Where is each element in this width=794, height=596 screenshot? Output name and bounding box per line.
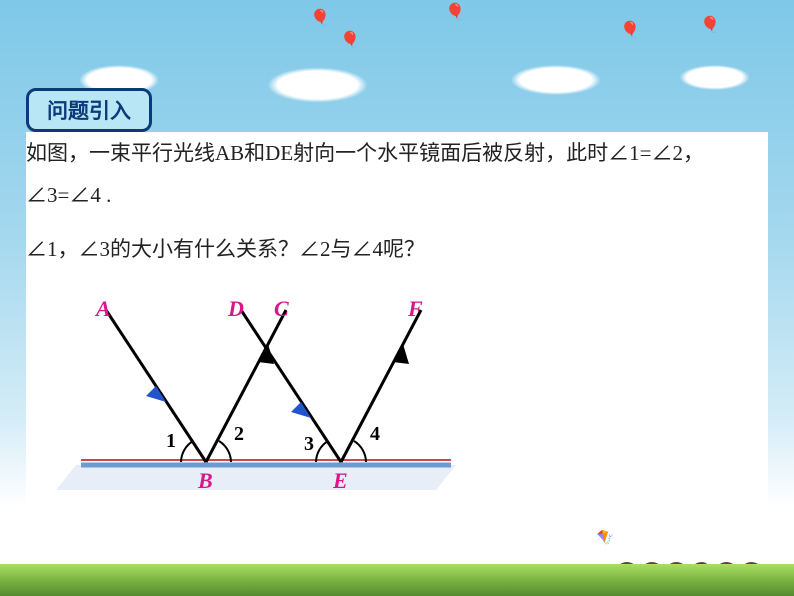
point-label-d: D bbox=[228, 296, 244, 322]
grass-footer bbox=[0, 564, 794, 596]
angle-label-4: 4 bbox=[370, 423, 380, 446]
angle-1-arc bbox=[181, 441, 193, 462]
balloon: 🎈 bbox=[620, 20, 640, 40]
ray-ef bbox=[341, 310, 421, 462]
point-label-e: E bbox=[333, 468, 348, 494]
point-label-a: A bbox=[96, 296, 111, 322]
content-area: 如图，一束平行光线AB和DE射向一个水平镜面后被反射，此时∠1=∠2， ∠3=∠… bbox=[26, 132, 768, 532]
angle-4-arc bbox=[354, 441, 366, 462]
problem-text-2: ∠1，∠3的大小有什么关系？∠2与∠4呢？ bbox=[26, 228, 768, 270]
kite-decoration: 🪁 bbox=[597, 529, 614, 546]
balloon: 🎈 bbox=[340, 30, 360, 50]
mirror-surface bbox=[56, 465, 456, 490]
angle-label-3: 3 bbox=[304, 433, 314, 456]
balloon: 🎈 bbox=[700, 15, 720, 35]
angle-label-1: 1 bbox=[166, 430, 176, 453]
section-title: 问题引入 bbox=[47, 100, 131, 123]
angle-label-2: 2 bbox=[234, 423, 244, 446]
section-title-tab: 问题引入 bbox=[26, 88, 152, 132]
ray-bc bbox=[206, 310, 286, 462]
point-label-c: C bbox=[274, 296, 289, 322]
balloon: 🎈 bbox=[310, 8, 330, 28]
geometry-diagram: A D C F B E 1 2 3 4 bbox=[26, 290, 506, 510]
problem-text-1: 如图，一束平行光线AB和DE射向一个水平镜面后被反射，此时∠1=∠2， ∠3=∠… bbox=[26, 132, 768, 216]
angle-2-arc bbox=[219, 441, 231, 462]
angle-3-arc bbox=[316, 441, 328, 462]
ray-de bbox=[241, 310, 341, 462]
point-label-b: B bbox=[198, 468, 213, 494]
point-label-f: F bbox=[408, 296, 423, 322]
balloon: 🎈 bbox=[445, 2, 465, 22]
